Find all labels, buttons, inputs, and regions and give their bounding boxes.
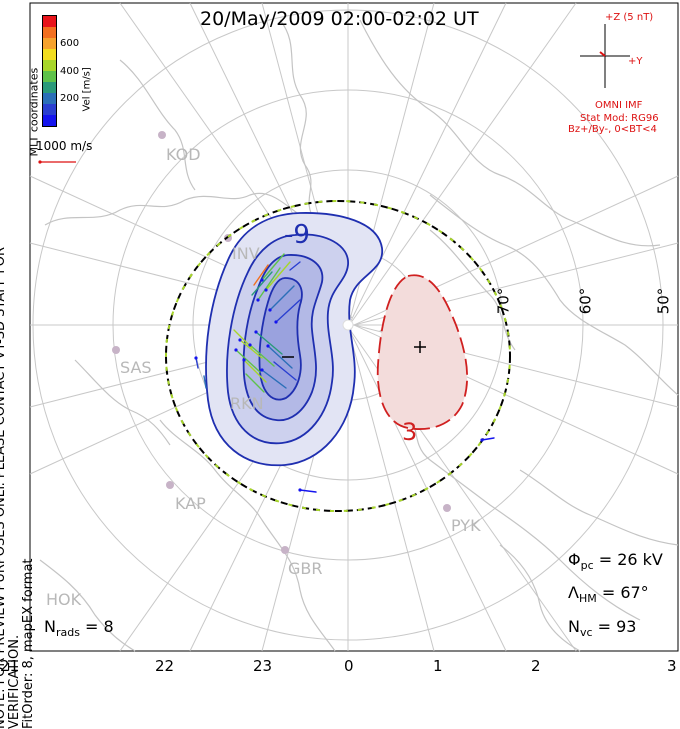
plot-frame — [29, 2, 679, 652]
latitude-label-60: 60° — [576, 287, 595, 315]
cross-polar-potential: Φpc = 26 kV — [568, 550, 663, 572]
velocity-colorbar — [42, 15, 57, 127]
nrads-subscript: rads — [55, 626, 80, 640]
station-label-sas: SAS — [120, 358, 152, 377]
lambda-hm-value: 67° — [620, 583, 649, 602]
hour-label-2: 2 — [531, 657, 541, 675]
positive-cell-maximum-marker — [414, 341, 426, 353]
convection-map: -9 3 — [29, 2, 679, 652]
nvc-equals: = — [597, 617, 612, 636]
station-label-kap: KAP — [175, 494, 206, 513]
hour-label-22: 22 — [155, 657, 175, 675]
map-title: 20/May/2009 02:00-02:02 UT — [200, 8, 479, 30]
velocity-vectors — [195, 253, 495, 493]
imf-condition: Bz+/By-, 0<BT<4 — [568, 124, 657, 135]
nrads-symbol: N — [44, 617, 56, 636]
imf-y-label: +Y — [628, 56, 643, 67]
station-label-rkn: RKN — [230, 394, 264, 413]
nrads-equals: = — [85, 617, 99, 636]
colorbar-swatch — [43, 49, 56, 60]
imf-model: Stat Mod: RG96 — [580, 113, 659, 124]
vector-count: Nvc = 93 — [568, 617, 636, 639]
colorbar-tick-400: 400 — [60, 66, 80, 77]
colorbar-tick-200: 200 — [60, 93, 80, 104]
station-label-hok: HOK — [46, 590, 82, 609]
radar-count: Nrads = 8 — [44, 617, 114, 639]
colorbar-label: Vel [m/s] — [81, 67, 93, 112]
colorbar-swatch — [43, 60, 56, 71]
velocity-scale-label: 1000 m/s — [36, 139, 93, 153]
latitude-label-70: 70° — [494, 287, 513, 315]
n-vc-value: 93 — [616, 617, 637, 636]
hour-label-3: 3 — [667, 657, 677, 675]
hour-label-1: 1 — [433, 657, 443, 675]
vector-origins — [194, 278, 484, 492]
preview-note-line-1: NOTE: FOR PREVIEW PURPOSES ONLY. PLEASE … — [0, 246, 22, 729]
pole-marker — [342, 319, 354, 331]
velocity-scale-origin — [38, 160, 42, 164]
n-rads-value: 8 — [103, 617, 114, 636]
hm-boundary-latitude: ΛHM = 67° — [568, 583, 649, 605]
phi-pc-value: 26 kV — [617, 550, 663, 569]
station-label-pyk: PYK — [451, 516, 481, 535]
negative-contour-label: -9 — [284, 220, 310, 250]
preview-note-line-2: FitOrder: 8, mapEX format — [21, 558, 36, 729]
colorbar-swatch — [43, 27, 56, 38]
station-label-gbr: GBR — [288, 559, 323, 578]
positive-potential-cell — [376, 274, 468, 430]
hm-boundary-model — [165, 200, 511, 512]
colorbar-tick-600: 600 — [60, 38, 80, 49]
phi-equals: = — [598, 550, 613, 569]
colorbar-swatch — [43, 115, 56, 126]
hour-label-0: 0 — [344, 657, 354, 675]
hour-label-23: 23 — [253, 657, 273, 675]
colorbar-swatch — [43, 38, 56, 49]
colorbar-swatch — [43, 93, 56, 104]
station-label-inv: INV — [232, 244, 260, 263]
positive-contour-label: 3 — [402, 418, 417, 446]
latitude-label-50: 50° — [654, 287, 673, 315]
colorbar-swatch — [43, 16, 56, 27]
imf-vector — [599, 51, 606, 57]
negative-potential-cell — [205, 212, 383, 467]
station-label-kod: KOD — [166, 145, 201, 164]
lambda-symbol: Λ — [568, 583, 579, 602]
phi-symbol: Φ — [568, 550, 581, 569]
colorbar-swatch — [43, 104, 56, 115]
nvc-symbol: N — [568, 617, 580, 636]
imf-z-label: +Z (5 nT) — [605, 12, 654, 23]
imf-source: OMNI IMF — [595, 100, 643, 111]
hm-boundary — [165, 200, 511, 512]
phi-subscript: pc — [580, 559, 594, 573]
lambda-subscript: HM — [578, 592, 597, 606]
colorbar-swatch — [43, 82, 56, 93]
colorbar-swatch — [43, 71, 56, 82]
hour-label-21: 21 — [0, 657, 20, 675]
preview-note: NOTE: FOR PREVIEW PURPOSES ONLY. PLEASE … — [0, 209, 36, 729]
coordinates-label: MLT coordinates — [27, 67, 41, 157]
lambda-equals: = — [601, 583, 616, 602]
nvc-subscript: vc — [579, 626, 593, 640]
